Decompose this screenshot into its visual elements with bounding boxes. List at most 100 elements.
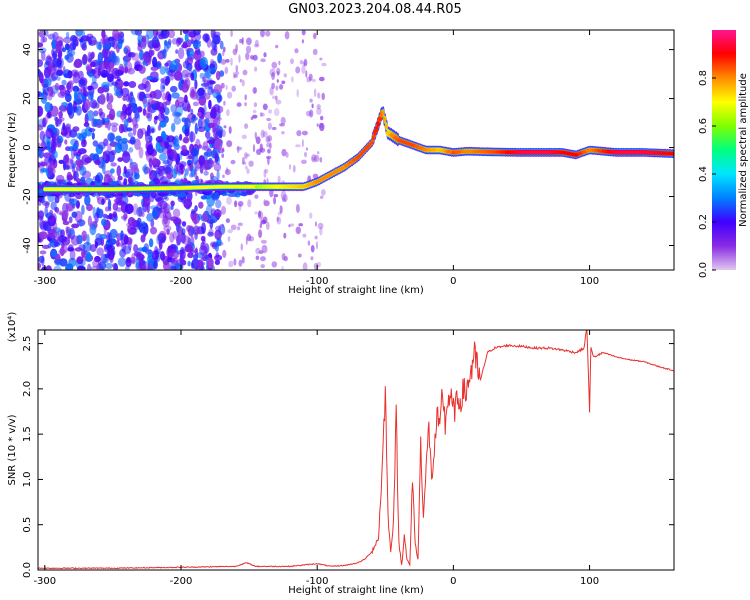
x-tick-label: 0 bbox=[450, 276, 456, 287]
noise-blob bbox=[275, 85, 279, 91]
noise-blob bbox=[281, 265, 284, 270]
noise-blob bbox=[79, 166, 85, 171]
noise-blob bbox=[246, 37, 252, 46]
noise-blob bbox=[182, 41, 188, 49]
noise-blob bbox=[123, 235, 129, 245]
noise-blob bbox=[225, 84, 228, 91]
noise-blob bbox=[279, 205, 283, 214]
noise-blob bbox=[82, 241, 92, 252]
noise-blob bbox=[80, 39, 87, 49]
noise-blob bbox=[130, 96, 136, 108]
noise-blob bbox=[258, 229, 263, 239]
ridge-core bbox=[462, 149, 469, 153]
noise-blob bbox=[239, 78, 243, 83]
noise-blob bbox=[97, 52, 104, 64]
noise-blob bbox=[89, 99, 98, 109]
noise-blob bbox=[169, 232, 175, 243]
noise-blob bbox=[38, 105, 44, 117]
noise-blob bbox=[195, 47, 201, 56]
noise-blob bbox=[138, 261, 147, 270]
x-tick-label: -100 bbox=[306, 576, 329, 587]
noise-blob bbox=[254, 194, 259, 199]
noise-blob bbox=[197, 126, 206, 133]
noise-blob bbox=[184, 127, 190, 137]
noise-blob bbox=[260, 256, 266, 262]
noise-blob bbox=[202, 251, 208, 262]
noise-blob bbox=[241, 37, 244, 45]
noise-blob bbox=[263, 199, 266, 206]
noise-blob bbox=[248, 160, 254, 167]
noise-blob bbox=[143, 166, 151, 174]
noise-blob bbox=[47, 61, 54, 70]
noise-blob bbox=[38, 47, 47, 54]
noise-blob bbox=[164, 62, 169, 67]
noise-blob bbox=[194, 167, 198, 180]
noise-blob bbox=[148, 135, 153, 143]
noise-blob bbox=[76, 234, 83, 245]
noise-blob bbox=[202, 141, 209, 150]
y-axis-label: SNR (10 * v/v) bbox=[7, 414, 18, 485]
noise-blob bbox=[227, 229, 233, 234]
noise-blob bbox=[76, 236, 81, 245]
y-tick-label: 0.5 bbox=[22, 517, 33, 533]
noise-blob bbox=[216, 169, 220, 181]
noise-blob bbox=[289, 164, 291, 170]
noise-blob bbox=[258, 210, 261, 218]
noise-blob bbox=[172, 208, 181, 218]
noise-blob bbox=[149, 226, 158, 235]
noise-blob bbox=[271, 72, 275, 80]
noise-blob bbox=[193, 30, 201, 36]
noise-blob bbox=[308, 73, 313, 82]
noise-blob bbox=[276, 216, 280, 222]
noise-blob bbox=[221, 147, 225, 152]
noise-blob bbox=[183, 136, 190, 144]
noise-blob bbox=[192, 101, 199, 107]
noise-blob bbox=[228, 260, 234, 268]
noise-blob bbox=[227, 91, 233, 99]
noise-blob bbox=[64, 43, 70, 51]
ridge-core bbox=[654, 151, 661, 155]
noise-blob bbox=[268, 109, 272, 114]
noise-blob bbox=[121, 215, 128, 220]
noise-blob bbox=[170, 104, 177, 113]
noise-blob bbox=[317, 222, 324, 230]
noise-blob bbox=[50, 90, 55, 98]
ridge-core bbox=[299, 185, 306, 189]
noise-blob bbox=[148, 238, 154, 248]
noise-blob bbox=[245, 52, 250, 61]
noise-blob bbox=[225, 59, 230, 63]
noise-blob bbox=[235, 64, 239, 73]
noise-blob bbox=[142, 98, 147, 105]
noise-blob bbox=[216, 105, 224, 114]
noise-blob bbox=[130, 30, 140, 36]
noise-blob bbox=[261, 244, 268, 254]
noise-blob bbox=[101, 198, 105, 205]
noise-blob bbox=[48, 229, 58, 240]
noise-blob bbox=[232, 48, 238, 56]
noise-blob bbox=[40, 162, 48, 167]
noise-blob bbox=[276, 67, 281, 75]
colorbar-tick-label: 0.0 bbox=[698, 262, 709, 278]
noise-blob bbox=[267, 135, 273, 142]
noise-blob bbox=[202, 33, 210, 42]
noise-blob bbox=[62, 210, 69, 218]
noise-blob bbox=[207, 160, 216, 165]
noise-blob bbox=[219, 70, 225, 77]
noise-blob bbox=[159, 146, 166, 151]
noise-blob bbox=[320, 115, 324, 121]
ridge-core bbox=[454, 150, 461, 154]
noise-blob bbox=[137, 34, 144, 43]
noise-blob bbox=[103, 225, 107, 236]
y-tick-label: 2.0 bbox=[22, 381, 33, 397]
noise-blob bbox=[56, 69, 64, 77]
noise-blob bbox=[92, 140, 99, 147]
noise-blob bbox=[42, 36, 48, 43]
noise-blob bbox=[317, 151, 320, 155]
noise-blob bbox=[134, 251, 141, 257]
noise-blob bbox=[38, 70, 42, 75]
y-tick-label: 20 bbox=[22, 92, 33, 105]
ridge-core bbox=[332, 170, 338, 174]
noise-blob bbox=[166, 172, 174, 180]
x-axis-label: Height of straight line (km) bbox=[288, 285, 424, 296]
noise-blob bbox=[201, 222, 207, 235]
